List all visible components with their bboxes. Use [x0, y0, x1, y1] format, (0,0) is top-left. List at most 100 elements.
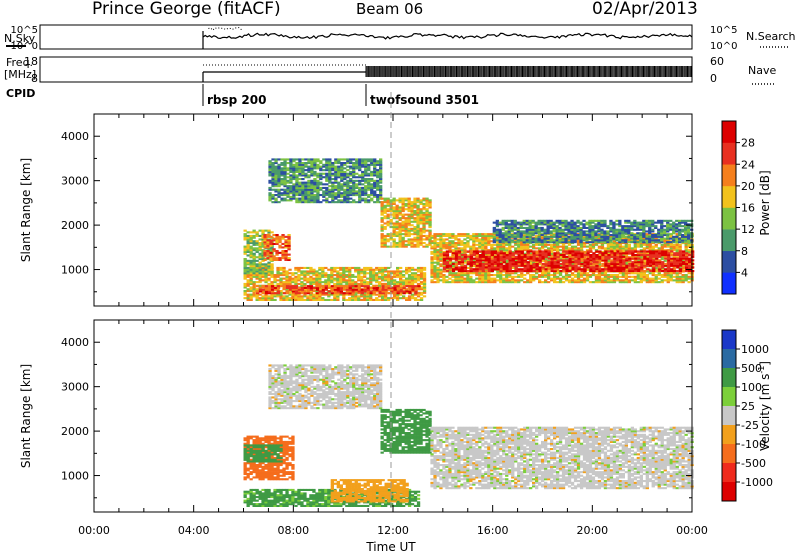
power-cell: [358, 176, 362, 179]
power-cell: [404, 208, 408, 211]
power-cell: [289, 169, 293, 172]
power-cell: [261, 240, 265, 243]
power-cell: [361, 188, 365, 191]
power-cell: [363, 295, 367, 298]
power-cell: [354, 282, 358, 285]
power-cell: [339, 290, 343, 293]
power-cell: [243, 259, 247, 262]
power-cell: [380, 218, 384, 221]
power-cell: [294, 292, 299, 295]
power-cell: [422, 213, 426, 216]
power-cell: [410, 202, 414, 205]
power-cell: [442, 233, 446, 236]
power-cell: [419, 274, 424, 277]
power-cell: [591, 247, 596, 250]
power-cell: [517, 249, 521, 252]
power-cell: [401, 236, 405, 239]
power-cell: [249, 298, 253, 301]
power-cell: [469, 236, 473, 239]
power-cell: [309, 277, 313, 280]
power-cell: [419, 288, 424, 291]
power-cell: [261, 279, 265, 282]
power-cell: [517, 281, 521, 284]
power-cell: [266, 246, 270, 249]
power-cell: [422, 272, 427, 275]
power-cell: [490, 249, 494, 252]
power-cell: [345, 290, 349, 293]
power-cell: [451, 281, 455, 284]
power-cell: [346, 181, 350, 184]
power-cell: [654, 266, 658, 269]
power-cell: [402, 286, 406, 289]
power-cell: [532, 261, 536, 264]
power-cell: [316, 174, 320, 177]
power-cell: [422, 282, 427, 285]
power-cell: [295, 170, 299, 173]
power-cell: [396, 292, 400, 295]
power-cell: [378, 290, 382, 293]
power-cell: [399, 270, 403, 273]
power-cell: [405, 277, 409, 280]
power-cell: [330, 292, 334, 295]
power-cell: [297, 286, 302, 289]
power-cell: [585, 249, 590, 252]
power-cell: [433, 256, 437, 259]
power-cell: [342, 266, 346, 269]
power-cell: [360, 268, 364, 271]
power-cell: [466, 262, 471, 265]
power-cell: [639, 275, 643, 278]
power-cell: [428, 224, 432, 227]
power-cell: [328, 192, 332, 195]
power-cell: [392, 210, 396, 213]
power-cell: [380, 224, 384, 227]
power-cell: [271, 165, 275, 168]
power-cell: [514, 272, 518, 275]
power-cell: [337, 181, 341, 184]
power-cell: [558, 245, 563, 248]
power-cell: [398, 234, 402, 237]
power-cell: [499, 279, 503, 282]
power-cell: [384, 277, 388, 280]
power-cell: [271, 195, 275, 198]
power-cell: [627, 245, 631, 248]
power-cell: [399, 297, 403, 300]
power-cell: [337, 176, 341, 179]
power-cell: [342, 272, 346, 275]
power-cell: [275, 257, 279, 260]
power-cell: [660, 256, 664, 259]
power-cell: [380, 226, 384, 229]
power-cell: [556, 249, 560, 252]
power-cell: [243, 274, 247, 277]
power-cell: [361, 199, 365, 202]
power-cell: [364, 186, 368, 189]
power-cell: [272, 248, 276, 251]
power-cell: [448, 245, 452, 248]
power-cell: [294, 279, 298, 282]
power-cell: [269, 242, 273, 245]
power-cell: [576, 274, 581, 277]
power-cell: [279, 268, 283, 271]
power-cell: [255, 275, 259, 278]
power-cell: [472, 279, 476, 282]
power-cell: [274, 170, 278, 173]
power-cell: [570, 272, 575, 275]
power-cell: [343, 185, 347, 188]
power-cell: [336, 292, 340, 295]
power-cell: [331, 188, 335, 191]
power-cell: [398, 201, 402, 204]
power-cell: [315, 295, 319, 298]
power-cell: [349, 192, 353, 195]
power-cell: [481, 238, 485, 241]
power-cell: [386, 213, 390, 216]
power-cell: [579, 281, 584, 284]
power-cell: [606, 249, 611, 252]
power-cell: [369, 270, 373, 273]
power-cell: [567, 268, 572, 271]
power-cell: [416, 231, 420, 234]
power-cell: [541, 247, 545, 250]
power-cell: [442, 275, 446, 278]
power-cell: [505, 275, 509, 278]
power-cell: [322, 163, 326, 166]
power-cell: [487, 236, 491, 239]
power-cell: [270, 281, 274, 284]
